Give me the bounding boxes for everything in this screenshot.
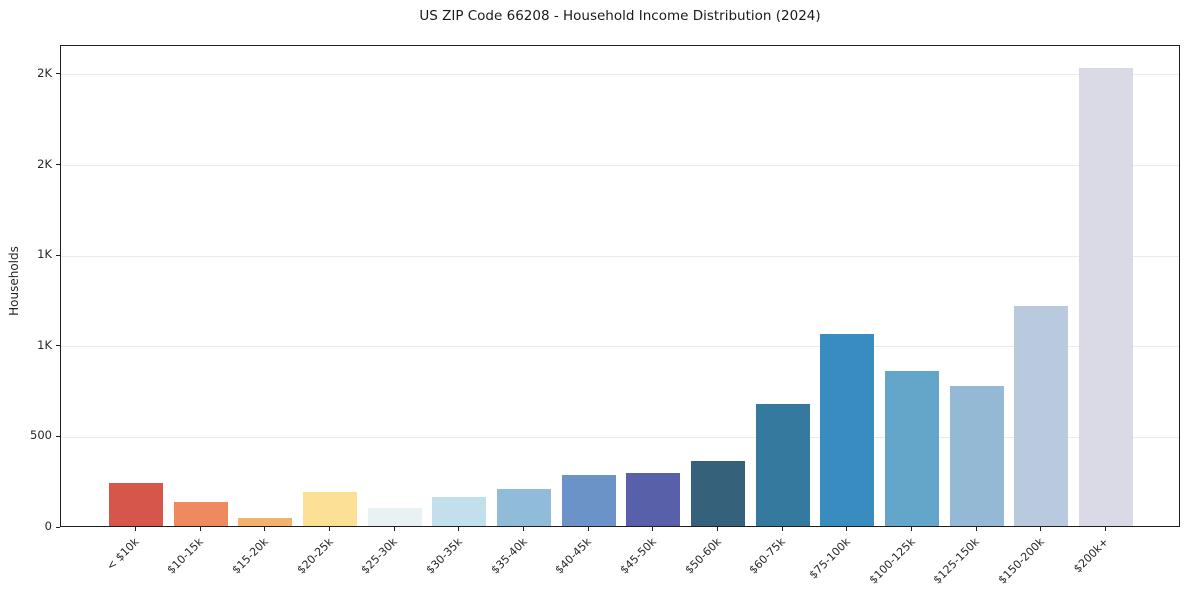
x-tick-label: $40-45k: [552, 535, 595, 577]
bar-$75-100k: [820, 333, 875, 526]
bar-$40-45k: [561, 475, 616, 526]
bar-$45-50k: [626, 473, 681, 526]
bar-< $10k: [109, 482, 163, 526]
x-tick-label: $45-50k: [617, 535, 659, 577]
x-tick-mark: [975, 527, 977, 531]
x-tick-mark: [1105, 527, 1106, 531]
bar-$30-35k: [432, 497, 487, 526]
bar-$25-30k: [367, 508, 422, 526]
x-tick-label: $35-40k: [488, 535, 530, 577]
x-tick-label: $100-125k: [866, 535, 918, 587]
bar-$10-15k: [173, 502, 228, 526]
x-tick-label: $200k+: [1071, 535, 1112, 576]
gridline: [61, 346, 1179, 348]
x-tick-mark: [135, 527, 136, 531]
x-tick-mark: [1040, 527, 1042, 531]
x-tick-mark: [329, 527, 330, 531]
bar-$50-60k: [691, 460, 745, 526]
x-tick-label: $125-150k: [931, 535, 983, 587]
bar-$15-20k: [238, 518, 293, 526]
y-tick-mark: [56, 435, 60, 437]
y-tick-mark: [56, 345, 60, 347]
y-tick-label: 1K: [37, 247, 52, 262]
x-tick-mark: [911, 527, 912, 531]
x-tick-label: $60-75k: [746, 535, 789, 577]
x-tick-mark: [846, 527, 848, 531]
x-tick-label: $75-100k: [806, 535, 853, 582]
bar-$150-200k: [1014, 305, 1069, 526]
y-tick-label: 2K: [37, 65, 52, 80]
chart-title: US ZIP Code 66208 - Household Income Dis…: [419, 8, 821, 24]
x-tick-mark: [717, 527, 718, 531]
bar-$20-25k: [303, 492, 357, 526]
x-tick-mark: [523, 527, 524, 531]
gridline: [61, 165, 1179, 167]
y-tick-mark: [56, 73, 60, 75]
y-tick-label: 2K: [37, 156, 52, 171]
x-tick-label: $20-25k: [294, 535, 336, 577]
y-tick-label: 0: [44, 519, 52, 533]
plot-area: [60, 45, 1180, 527]
x-tick-mark: [652, 527, 654, 531]
gridline: [61, 74, 1179, 76]
x-tick-label: $25-30k: [358, 535, 401, 577]
x-tick-mark: [199, 527, 201, 531]
y-tick-mark: [56, 164, 60, 166]
x-tick-mark: [458, 527, 460, 531]
bar-$125-150k: [949, 386, 1004, 526]
gridline: [61, 436, 1179, 438]
bar-$60-75k: [755, 403, 810, 526]
x-tick-label: < $10k: [103, 535, 142, 573]
gridline: [61, 255, 1179, 257]
y-tick-mark: [56, 526, 60, 528]
x-tick-label: $15-20k: [229, 535, 271, 577]
x-tick-label: $10-15k: [164, 535, 207, 577]
y-tick-label: 1K: [37, 337, 52, 352]
bar-$35-40k: [497, 488, 551, 526]
x-tick-label: $50-60k: [682, 535, 724, 577]
bar-$100-125k: [885, 370, 939, 526]
x-tick-mark: [264, 527, 266, 531]
x-tick-mark: [393, 527, 395, 531]
y-tick-mark: [56, 254, 60, 256]
x-tick-label: $150-200k: [995, 535, 1047, 587]
x-tick-label: $30-35k: [423, 535, 465, 577]
x-tick-mark: [781, 527, 783, 531]
x-tick-mark: [587, 527, 589, 531]
bar-$200k+: [1079, 67, 1133, 526]
y-tick-label: 500: [30, 428, 52, 443]
